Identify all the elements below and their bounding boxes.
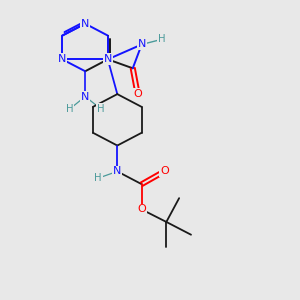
Text: N: N <box>103 54 112 64</box>
Text: N: N <box>58 54 67 64</box>
Text: O: O <box>137 204 146 214</box>
Text: O: O <box>133 88 142 98</box>
Text: N: N <box>113 167 122 176</box>
Text: O: O <box>160 167 169 176</box>
Text: H: H <box>66 104 74 114</box>
Text: N: N <box>81 19 89 29</box>
Text: N: N <box>81 92 89 101</box>
Text: H: H <box>158 34 165 44</box>
Text: H: H <box>97 104 105 114</box>
Text: H: H <box>94 173 102 183</box>
Text: N: N <box>137 40 146 50</box>
